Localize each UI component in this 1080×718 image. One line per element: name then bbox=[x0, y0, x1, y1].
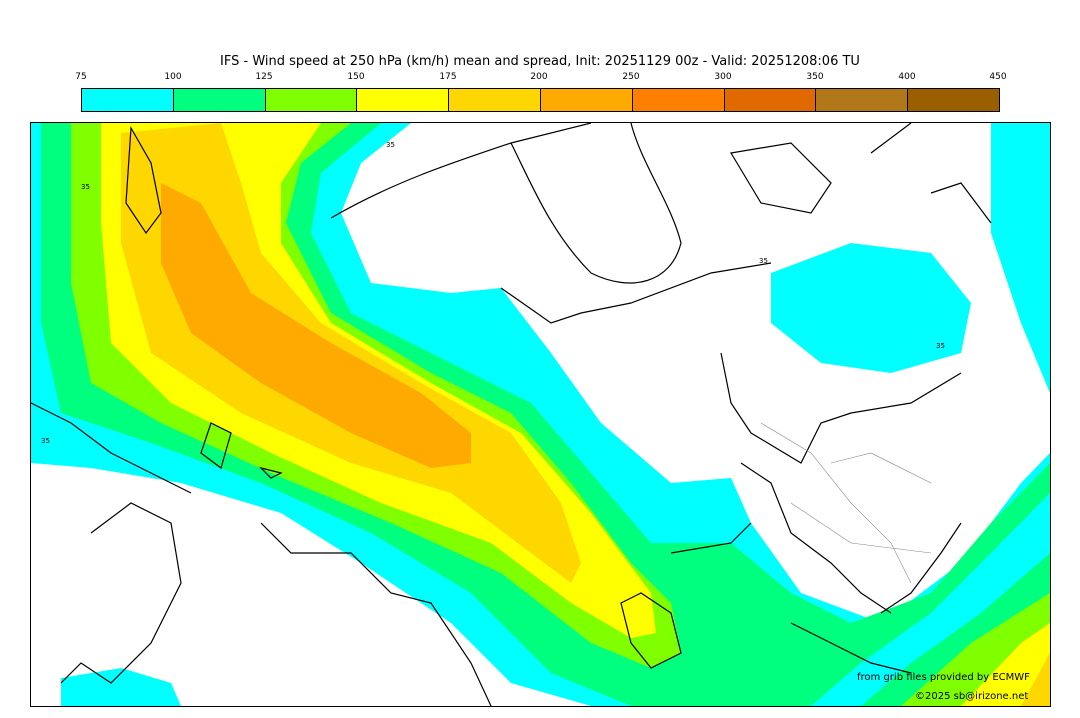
contour-label: 35 bbox=[936, 342, 945, 350]
band-175-200 bbox=[121, 123, 581, 583]
colorbar-tick: 400 bbox=[898, 72, 916, 82]
colorbar-segment bbox=[908, 89, 999, 111]
chart-title: IFS - Wind speed at 250 hPa (km/h) mean … bbox=[220, 54, 860, 69]
colorbar-tick: 200 bbox=[530, 72, 548, 82]
band-200-250 bbox=[161, 183, 471, 468]
colorbar-tick: 150 bbox=[347, 72, 365, 82]
colorbar-tick: 125 bbox=[255, 72, 273, 82]
colorbar-tick: 250 bbox=[622, 72, 640, 82]
band-75-100 bbox=[61, 668, 181, 706]
band-175-200 bbox=[1021, 653, 1050, 706]
colorbar-tick: 100 bbox=[164, 72, 182, 82]
colorbar-tick: 350 bbox=[806, 72, 824, 82]
colorbar-segment bbox=[724, 89, 817, 111]
colorbar-segment bbox=[265, 89, 358, 111]
colorbar-segment bbox=[816, 89, 909, 111]
band-150-175 bbox=[961, 623, 1050, 706]
copyright-credit: ©2025 sb@irizone.net bbox=[915, 691, 1029, 702]
borders bbox=[760, 422, 932, 584]
colorbar-tick: 450 bbox=[989, 72, 1007, 82]
band-75-100 bbox=[991, 123, 1050, 393]
colorbar-tick: 300 bbox=[714, 72, 732, 82]
colorbar-segment bbox=[173, 89, 266, 111]
colorbar-segment bbox=[82, 89, 174, 111]
colorbar bbox=[81, 88, 1000, 112]
contour-label: 35 bbox=[386, 141, 395, 149]
coastlines bbox=[31, 123, 992, 706]
band-75-100 bbox=[771, 243, 971, 373]
colorbar-tick: 175 bbox=[439, 72, 457, 82]
contour-label: 35 bbox=[81, 183, 90, 191]
wind-speed-map: 35 35 35 35 35 bbox=[30, 122, 1051, 707]
contour-label: 35 bbox=[759, 257, 768, 265]
colorbar-segment bbox=[449, 89, 541, 111]
colorbar-tick: 75 bbox=[75, 72, 87, 82]
colorbar-segment bbox=[357, 89, 450, 111]
colorbar-segment bbox=[632, 89, 725, 111]
contour-label: 35 bbox=[41, 437, 50, 445]
source-credit: from grib files provided by ECMWF bbox=[857, 672, 1030, 683]
colorbar-segment bbox=[540, 89, 633, 111]
contour-labels: 35 35 35 35 35 bbox=[41, 141, 945, 445]
